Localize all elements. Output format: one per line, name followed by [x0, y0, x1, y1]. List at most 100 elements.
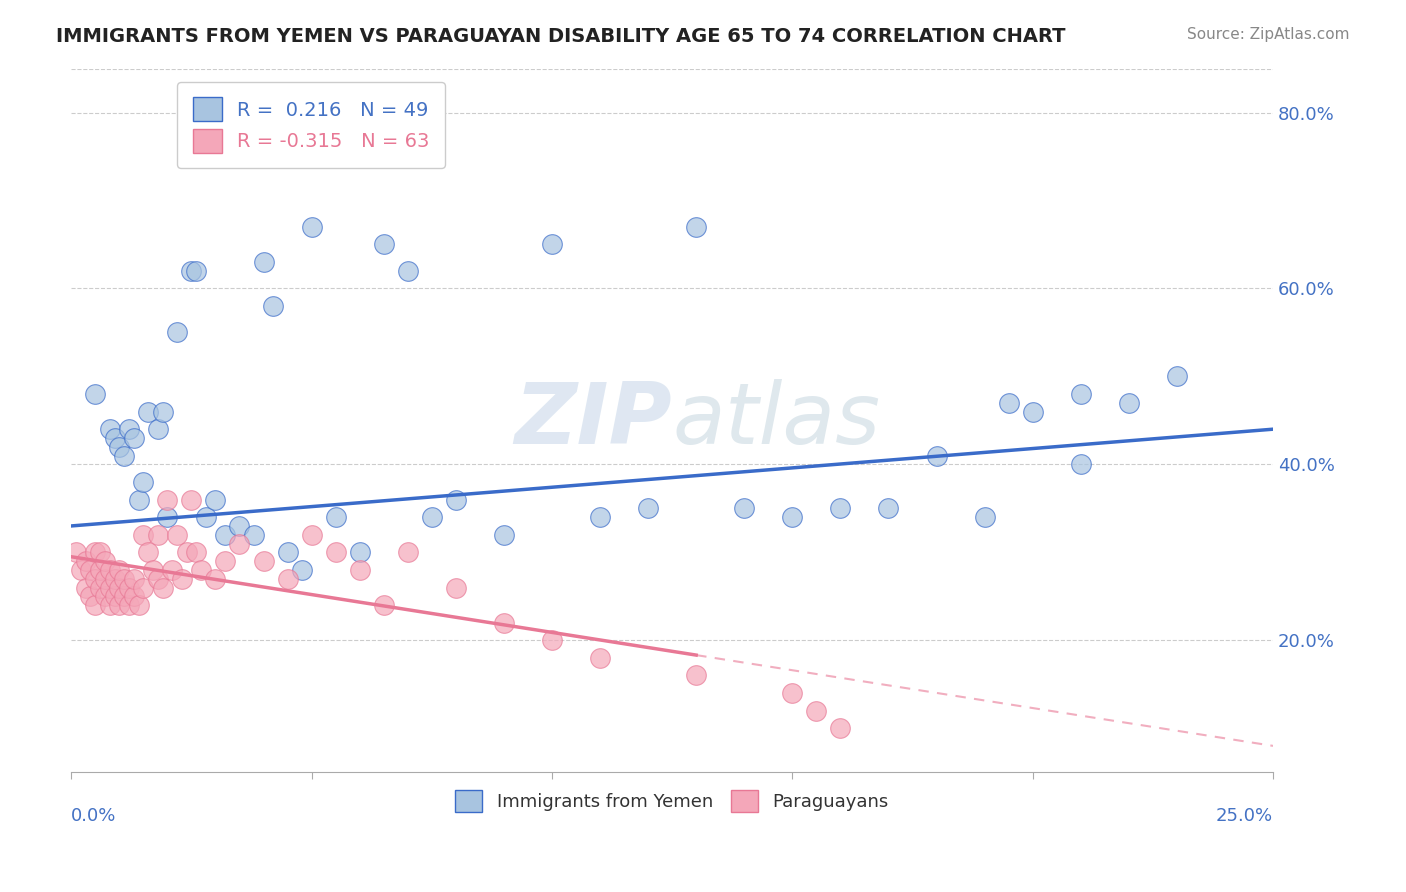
Point [136, 404, 159, 418]
Point [637, 501, 659, 516]
Point [166, 527, 188, 541]
Point [65, 545, 87, 559]
Point [160, 563, 183, 577]
Point [89, 563, 111, 577]
Point [252, 554, 274, 568]
Point [156, 492, 179, 507]
Point [118, 598, 141, 612]
Point [103, 590, 125, 604]
Point [325, 545, 347, 559]
Point [301, 219, 323, 234]
Point [132, 475, 155, 489]
Point [142, 563, 165, 577]
Point [349, 545, 371, 559]
Point [84, 598, 107, 612]
Point [152, 404, 174, 418]
Point [118, 422, 141, 436]
Point [541, 237, 564, 252]
Point [349, 563, 371, 577]
Point [176, 545, 198, 559]
Text: ZIP: ZIP [515, 379, 672, 462]
Point [94, 572, 117, 586]
Point [444, 492, 467, 507]
Point [204, 492, 226, 507]
Point [84, 387, 107, 401]
Point [112, 449, 135, 463]
Point [492, 527, 515, 541]
Point [806, 704, 828, 718]
Point [877, 501, 900, 516]
Point [830, 721, 852, 735]
Point [228, 519, 250, 533]
Point [103, 572, 125, 586]
Point [98, 581, 121, 595]
Point [75, 554, 97, 568]
Point [75, 581, 97, 595]
Point [325, 510, 347, 524]
Point [782, 510, 804, 524]
Point [132, 581, 155, 595]
Point [146, 572, 169, 586]
Point [166, 326, 188, 340]
Point [373, 598, 395, 612]
Point [152, 581, 174, 595]
Point [733, 501, 755, 516]
Point [541, 633, 564, 648]
Text: Source: ZipAtlas.com: Source: ZipAtlas.com [1187, 27, 1350, 42]
Point [243, 527, 266, 541]
Point [170, 572, 193, 586]
Point [214, 527, 236, 541]
Point [108, 598, 131, 612]
Point [685, 668, 707, 682]
Point [98, 563, 121, 577]
Point [685, 219, 707, 234]
Point [589, 651, 612, 665]
Point [291, 563, 314, 577]
Point [84, 545, 107, 559]
Point [108, 563, 131, 577]
Point [112, 572, 135, 586]
Point [186, 545, 208, 559]
Point [146, 527, 169, 541]
Point [1070, 458, 1092, 472]
Point [396, 545, 419, 559]
Point [204, 572, 226, 586]
Point [373, 237, 395, 252]
Point [98, 598, 121, 612]
Point [252, 255, 274, 269]
Point [277, 545, 299, 559]
Point [112, 590, 135, 604]
Point [973, 510, 995, 524]
Point [190, 563, 212, 577]
Point [98, 422, 121, 436]
Point [180, 492, 202, 507]
Point [396, 264, 419, 278]
Point [301, 527, 323, 541]
Point [589, 510, 612, 524]
Point [925, 449, 948, 463]
Text: 25.0%: 25.0% [1216, 806, 1272, 824]
Point [122, 431, 145, 445]
Point [1166, 369, 1188, 384]
Point [136, 545, 159, 559]
Point [128, 492, 150, 507]
Point [94, 554, 117, 568]
Point [186, 264, 208, 278]
Point [122, 590, 145, 604]
Text: atlas: atlas [672, 379, 880, 462]
Point [997, 396, 1019, 410]
Point [492, 615, 515, 630]
Point [830, 501, 852, 516]
Point [128, 598, 150, 612]
Text: 0.0%: 0.0% [72, 806, 117, 824]
Point [1021, 404, 1043, 418]
Point [89, 545, 111, 559]
Point [118, 581, 141, 595]
Point [108, 581, 131, 595]
Point [180, 264, 202, 278]
Legend: Immigrants from Yemen, Paraguayans: Immigrants from Yemen, Paraguayans [449, 783, 896, 820]
Point [156, 510, 179, 524]
Point [122, 572, 145, 586]
Point [84, 572, 107, 586]
Point [1070, 387, 1092, 401]
